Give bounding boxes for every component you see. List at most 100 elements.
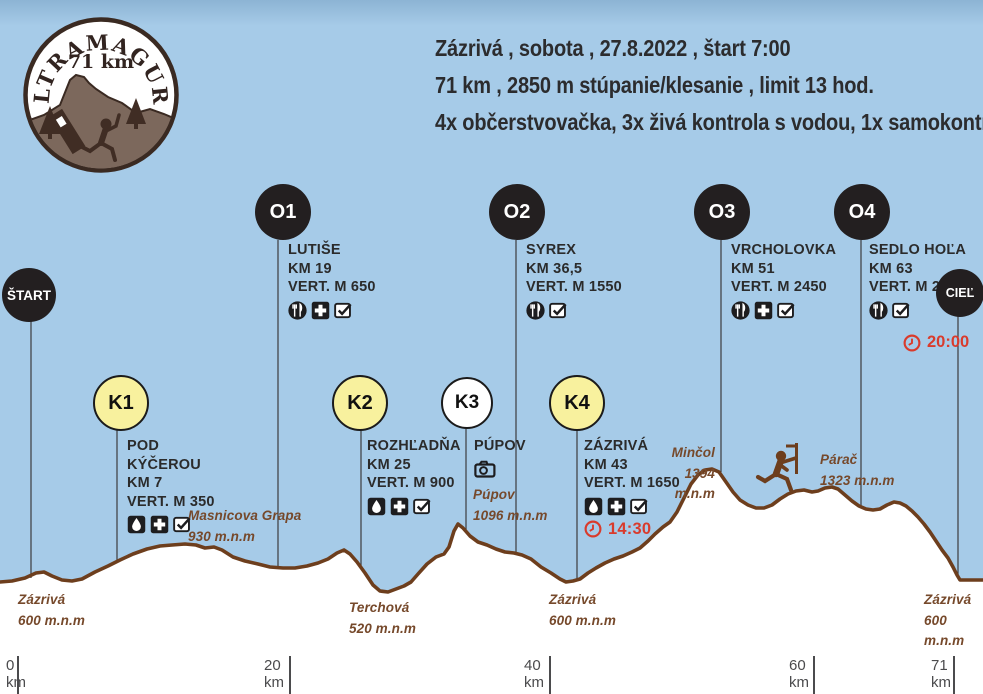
first-aid-icon	[390, 497, 409, 516]
k4-time-limit-value: 14:30	[608, 519, 652, 538]
checkpoint-name: ZÁZRIVÁ	[584, 438, 649, 454]
checkpoint-o4-badge: O4	[834, 184, 890, 240]
finish-badge: CIEĽ	[936, 269, 983, 317]
place-masnicova-grapa: Masnicova Grapa 930 m.n.m	[188, 506, 301, 547]
checkpoint-k1-badge: K1	[93, 375, 149, 431]
water-icon	[584, 497, 603, 516]
finish-label: CIEĽ	[945, 286, 975, 300]
self-check-icon	[334, 301, 353, 320]
clock-icon	[903, 334, 921, 352]
place-zazriva-start: Zázrivá 600 m.n.m	[18, 590, 85, 631]
k4-label: K4	[564, 391, 590, 414]
event-title-line1: Zázrivá , sobota , 27.8.2022 , štart 7:0…	[435, 35, 791, 61]
axis-value: 60	[789, 657, 806, 674]
place-parac: Párač 1323 m.n.m	[820, 450, 895, 491]
axis-label-20km: 20 km	[264, 657, 284, 691]
checkpoint-name: LUTIŠE	[288, 242, 341, 258]
axis-unit: km	[264, 674, 284, 691]
water-icon	[367, 497, 386, 516]
checkpoint-name: ROZHĽADŇA	[367, 438, 461, 454]
checkpoint-o1-badge: O1	[255, 184, 311, 240]
self-check-icon	[173, 515, 192, 534]
place-zazriva-finish: Zázrivá 600 m.n.m	[924, 590, 983, 652]
place-name: Terchová	[349, 600, 410, 615]
checkpoint-k2-info: ROZHĽADŇA KM 25 VERT. M 900	[367, 437, 461, 516]
place-altitude: 1096 m.n.m	[473, 507, 548, 523]
o2-label: O2	[503, 200, 531, 223]
checkpoint-name: SEDLO HOĽA	[869, 242, 967, 258]
food-icon	[731, 301, 750, 320]
checkpoint-vert: VERT. M 1550	[526, 279, 622, 295]
checkpoint-name: VRCHOLOVKA	[731, 242, 837, 258]
first-aid-icon	[754, 301, 773, 320]
axis-value: 20	[264, 657, 281, 674]
k3-label: K3	[454, 392, 480, 413]
food-icon	[869, 301, 888, 320]
camera-icon	[474, 460, 496, 478]
event-title: Zázrivá , sobota , 27.8.2022 , štart 7:0…	[435, 30, 983, 141]
first-aid-icon	[150, 515, 169, 534]
self-check-icon	[630, 497, 649, 516]
checkpoint-k3-info: PÚPOV	[474, 437, 526, 478]
axis-unit: km	[524, 674, 544, 691]
checkpoint-name: POD	[127, 438, 160, 454]
clock-icon	[584, 520, 602, 538]
first-aid-icon	[607, 497, 626, 516]
terrain-line	[0, 467, 983, 594]
checkpoint-vert: VERT. M 900	[367, 475, 455, 491]
finish-time-limit: 20:00	[903, 333, 969, 352]
checkpoint-km: KM 51	[731, 260, 775, 277]
self-check-icon	[549, 301, 568, 320]
axis-value: 0	[6, 657, 15, 674]
logo-trees	[39, 98, 146, 139]
axis-tick-71km	[953, 656, 955, 694]
self-check-icon	[777, 301, 796, 320]
race-logo: ULTRAMAGURA 71 km	[20, 14, 179, 173]
first-aid-icon	[311, 301, 330, 320]
place-altitude: 600 m.n.m	[924, 612, 965, 649]
place-zazriva-mid: Zázrivá 600 m.n.m	[549, 590, 616, 631]
o4-label: O4	[848, 200, 876, 223]
checkpoint-km: KM 43	[584, 456, 628, 473]
runner-icon	[755, 443, 798, 493]
axis-tick-0km	[17, 656, 19, 694]
o3-label: O3	[708, 200, 736, 223]
checkpoint-o2-info: SYREX KM 36,5 VERT. M 1550	[526, 241, 622, 320]
axis-unit: km	[931, 674, 951, 691]
place-name: Púpov	[473, 487, 515, 502]
o1-label: O1	[269, 200, 297, 223]
place-name: Minčol	[671, 445, 715, 460]
axis-tick-20km	[289, 656, 291, 694]
logo-distance: 71 km	[68, 51, 134, 73]
checkpoint-o3-info: VRCHOLOVKA KM 51 VERT. M 2450	[731, 241, 836, 320]
checkpoint-km: KM 25	[367, 456, 411, 473]
axis-value: 40	[524, 657, 541, 674]
logo-tower	[49, 108, 86, 155]
place-altitude: 520 m.n.m	[349, 620, 416, 636]
finish-time-limit-value: 20:00	[927, 333, 970, 351]
place-name: Zázrivá	[924, 592, 972, 607]
checkpoint-km: KM 36,5	[526, 260, 583, 277]
sky-top-gradient	[0, 0, 983, 26]
checkpoint-name: SYREX	[526, 242, 577, 258]
axis-unit: km	[6, 674, 26, 691]
place-mincol: Minčol 1394 m.n.m	[645, 443, 715, 505]
checkpoint-vert: VERT. M 650	[288, 279, 376, 295]
place-name: Zázrivá	[18, 592, 66, 607]
axis-label-60km: 60 km	[789, 657, 809, 691]
start-badge: ŠTART	[2, 268, 56, 322]
food-icon	[288, 301, 307, 320]
checkpoint-km: KM 7	[127, 475, 163, 491]
axis-tick-60km	[813, 656, 815, 694]
place-altitude: 1394 m.n.m	[674, 465, 715, 502]
k4-time-limit: 14:30	[584, 520, 680, 539]
checkpoint-vert: VERT. M 350	[127, 493, 215, 510]
k1-label: K1	[108, 391, 134, 414]
axis-tick-40km	[549, 656, 551, 694]
checkpoint-name: PÚPOV	[474, 438, 526, 454]
checkpoint-km: KM 63	[869, 260, 913, 277]
checkpoint-name: KÝČEROU	[127, 456, 201, 473]
checkpoint-k1-info: POD KÝČEROU KM 7 VERT. M 350	[127, 437, 215, 534]
